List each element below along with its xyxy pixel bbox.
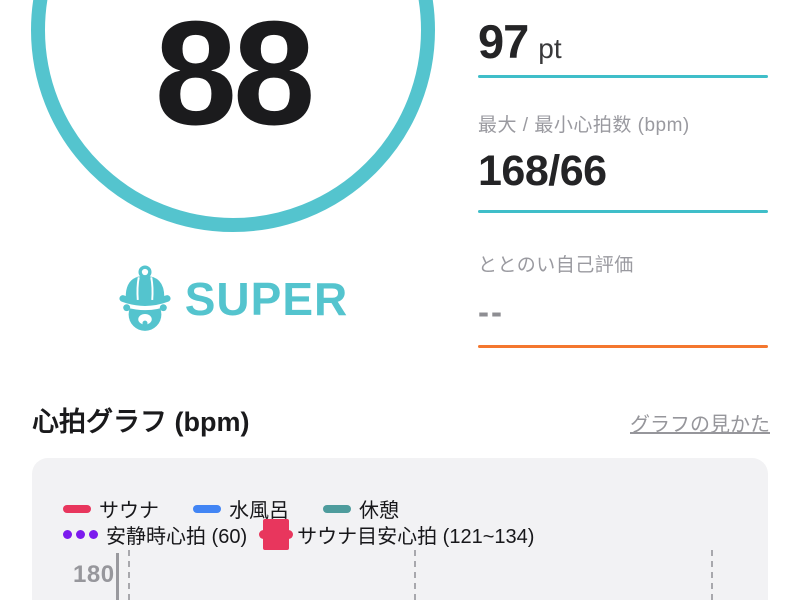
- sauna-line-swatch: [63, 504, 91, 513]
- legend-item-resting-hr: 安静時心拍 (60): [63, 520, 247, 549]
- score-ring: [31, 0, 435, 232]
- max-min-hr-value: 168/66: [478, 147, 607, 195]
- legend-label-resting-hr: 安静時心拍 (60): [106, 525, 248, 548]
- points-unit: pt: [538, 33, 562, 64]
- legend-item-sauna: サウナ: [63, 494, 159, 523]
- chart-gridline: [711, 550, 713, 600]
- legend-item-target-hr: サウナ目安心拍 (121~134): [257, 518, 535, 550]
- max-min-hr-label: 最大 / 最小心拍数 (bpm): [478, 115, 690, 136]
- chart-gridline: [128, 550, 130, 600]
- legend-row-2: 安静時心拍 (60) サウナ目安心拍 (121~134): [63, 516, 534, 552]
- sauna-target-band-swatch: [259, 518, 294, 550]
- legend-row-1: サウナ 水風呂 休憩: [63, 494, 399, 523]
- score-value: 88: [154, 0, 316, 156]
- chart-gridline: [414, 550, 416, 600]
- sauna-hat-icon: [117, 265, 172, 331]
- legend-label-cold-bath: 水風呂: [229, 500, 289, 522]
- resting-hr-dots-swatch: [63, 529, 98, 539]
- heart-rate-chart-card: サウナ 水風呂 休憩 安静時心拍 (60) サウナ目安心拍 (121~134) …: [32, 458, 768, 600]
- teal-divider: [478, 210, 768, 213]
- legend-item-rest: 休憩: [323, 494, 399, 523]
- chart-section-title: 心拍グラフ (bpm): [32, 407, 250, 437]
- y-axis-tick-180: 180: [73, 561, 115, 588]
- rest-line-swatch: [323, 504, 351, 513]
- points-row: 97 pt: [478, 14, 562, 69]
- rating-row: SUPER: [0, 263, 466, 335]
- teal-divider: [478, 75, 768, 78]
- graph-help-link[interactable]: グラフの見かた: [630, 414, 770, 436]
- y-axis-line: [116, 553, 119, 600]
- self-rating-value: --: [478, 293, 504, 330]
- legend-label-rest: 休憩: [359, 500, 399, 522]
- legend-label-target-hr: サウナ目安心拍 (121~134): [297, 525, 535, 548]
- points-value: 97: [478, 15, 529, 68]
- rating-label: SUPER: [184, 273, 349, 325]
- legend-label-sauna: サウナ: [99, 500, 159, 522]
- legend-item-cold-bath: 水風呂: [193, 494, 289, 523]
- chart-section-header: 心拍グラフ (bpm) グラフの見かた: [32, 400, 770, 439]
- orange-divider: [478, 345, 768, 348]
- cold-bath-line-swatch: [193, 504, 221, 513]
- self-rating-label: ととのい自己評価: [478, 255, 634, 276]
